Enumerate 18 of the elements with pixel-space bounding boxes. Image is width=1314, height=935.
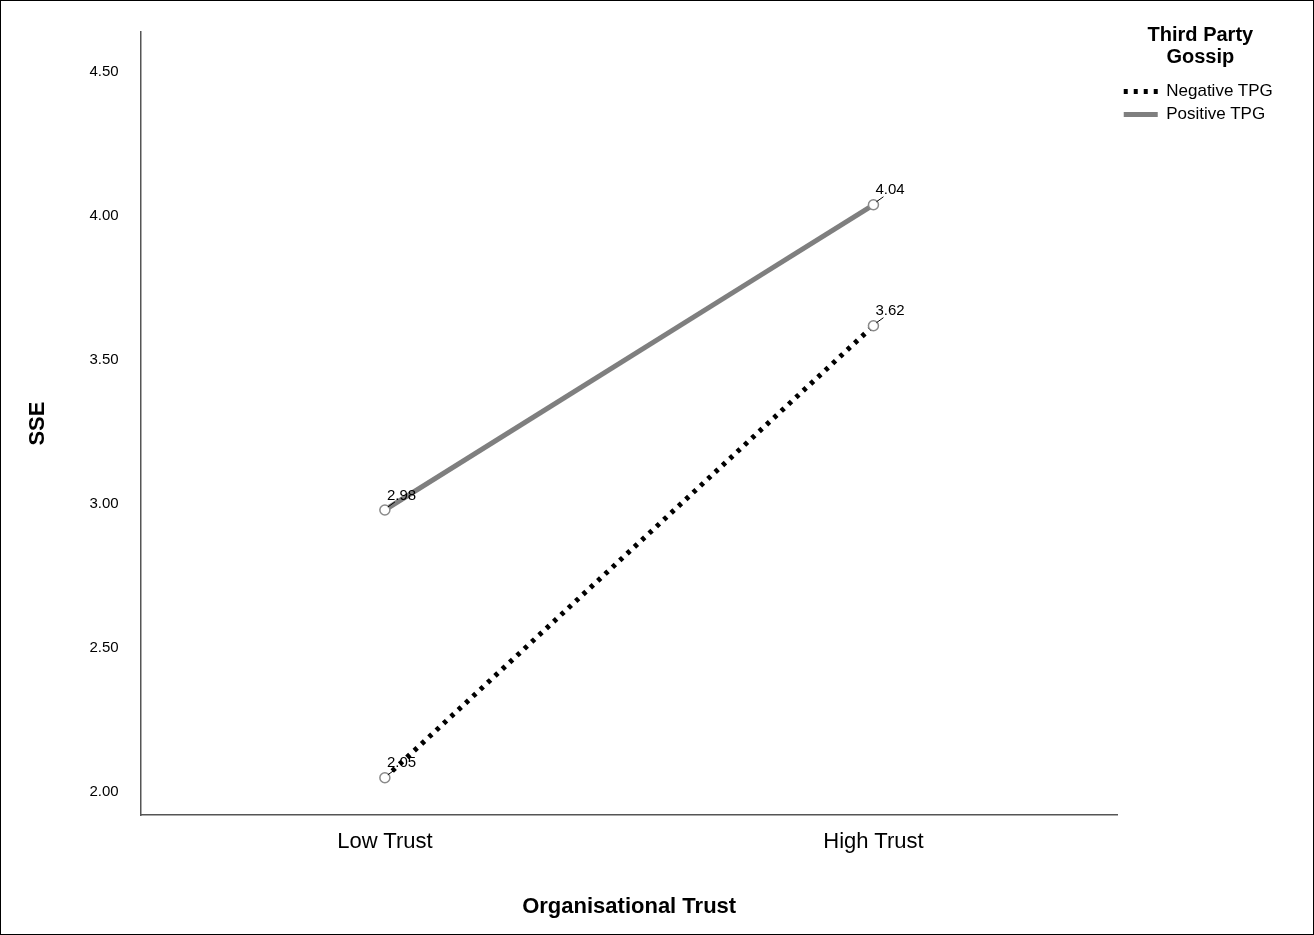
y-tick-label: 4.00 <box>89 206 119 224</box>
y-tick-label: 2.00 <box>89 782 119 800</box>
x-axis-title: Organisational Trust <box>522 892 737 918</box>
y-tick-label: 3.00 <box>89 494 119 512</box>
data-label: 3.62 <box>875 301 905 319</box>
data-label: 2.98 <box>386 485 417 503</box>
x-tick-label: Low Trust <box>337 828 433 854</box>
point <box>379 504 391 516</box>
y-tick-label: 3.50 <box>89 350 119 368</box>
legend-label: Positive TPG <box>1166 104 1266 124</box>
legend-title: Third Party Gossip <box>1147 22 1255 67</box>
y-tick-label: 2.50 <box>89 638 119 656</box>
x-tick-label: High Trust <box>823 828 924 854</box>
data-label: 4.04 <box>875 180 905 198</box>
y-tick-label: 4.50 <box>89 62 119 80</box>
legend-label: Negative TPG <box>1166 81 1273 101</box>
y-axis-title: SSE <box>24 401 50 446</box>
point <box>867 199 880 211</box>
